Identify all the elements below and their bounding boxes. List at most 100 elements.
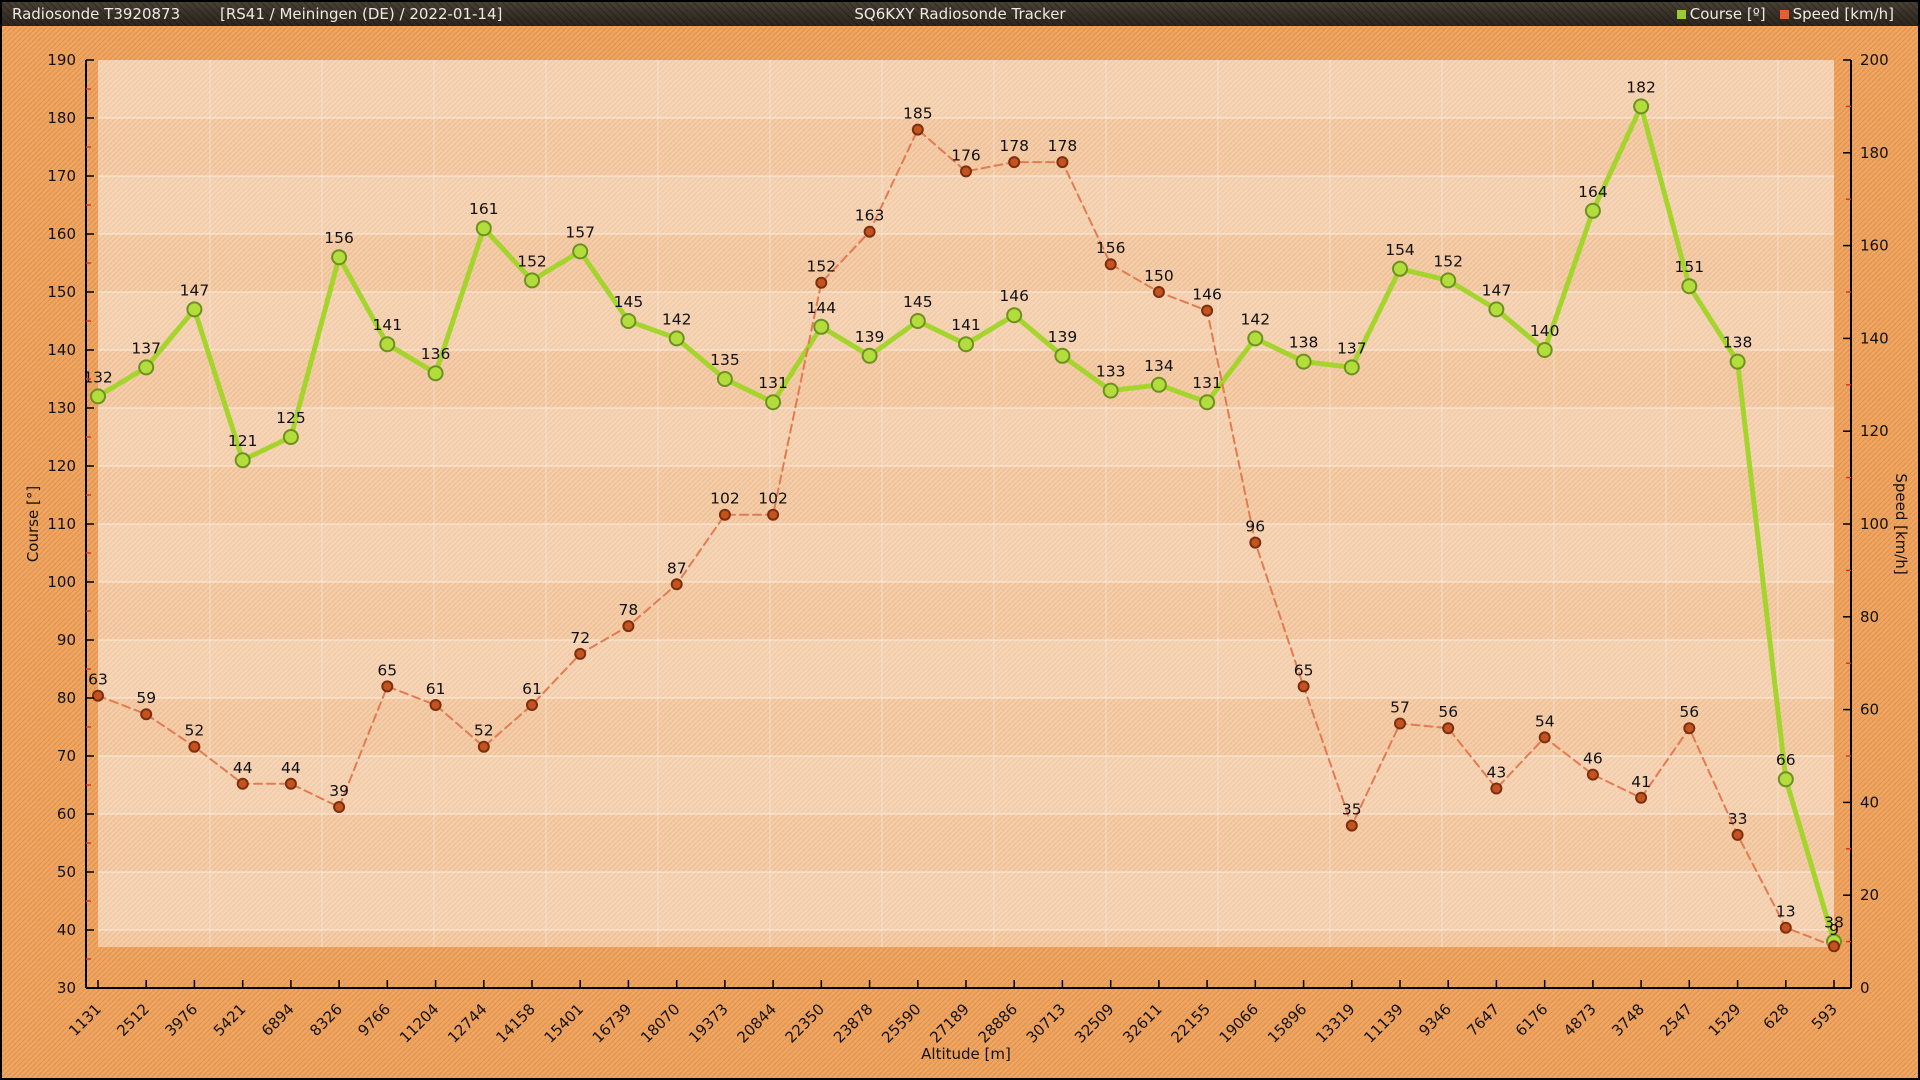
speed-series-point <box>1297 680 1310 693</box>
x-axis-title: Altitude [m] <box>921 1045 1011 1063</box>
speed-series-point <box>333 801 346 813</box>
svg-text:63: 63 <box>88 671 108 689</box>
course-series-labels: 1321371471211251561411361611521571451421… <box>83 78 1844 931</box>
svg-text:140: 140 <box>1860 329 1889 347</box>
svg-text:176: 176 <box>951 146 981 164</box>
title-bar: Radiosonde T3920873 [RS41 / Meiningen (D… <box>2 2 1918 26</box>
course-series-point <box>1295 353 1312 370</box>
svg-text:157: 157 <box>565 223 595 241</box>
svg-text:41: 41 <box>1631 773 1651 791</box>
speed-series-point <box>911 123 924 136</box>
speed-series-point <box>1249 536 1262 549</box>
svg-text:9: 9 <box>1829 921 1839 939</box>
svg-text:56: 56 <box>1679 703 1699 721</box>
svg-text:141: 141 <box>951 316 981 334</box>
course-series-point <box>1488 301 1505 318</box>
svg-text:44: 44 <box>233 759 253 777</box>
svg-text:132: 132 <box>83 368 113 386</box>
svg-text:52: 52 <box>474 722 494 740</box>
legend-item-speed: Speed [km/h] <box>1779 2 1894 26</box>
svg-text:50: 50 <box>57 863 76 881</box>
svg-text:151: 151 <box>1675 258 1705 276</box>
svg-text:43: 43 <box>1487 764 1507 782</box>
speed-series-point <box>960 165 972 178</box>
course-series-point <box>234 452 251 469</box>
svg-text:61: 61 <box>426 680 446 698</box>
legend-course-label: Course [º] <box>1689 5 1766 23</box>
station-id: Radiosonde T3920873 <box>12 5 181 23</box>
speed-series-point <box>1635 791 1648 804</box>
svg-text:178: 178 <box>999 137 1029 155</box>
speed-series-point <box>381 680 394 693</box>
svg-text:46: 46 <box>1583 750 1603 768</box>
course-series-point <box>572 243 589 260</box>
svg-text:156: 156 <box>324 229 354 247</box>
svg-text:156: 156 <box>1096 239 1126 257</box>
speed-series-point <box>284 777 297 790</box>
course-series-point <box>427 365 444 382</box>
svg-text:142: 142 <box>662 310 692 328</box>
svg-text:90: 90 <box>57 631 76 649</box>
svg-text:138: 138 <box>1723 334 1753 352</box>
svg-text:145: 145 <box>614 293 644 311</box>
svg-text:134: 134 <box>1144 357 1174 375</box>
svg-text:70: 70 <box>57 747 76 765</box>
svg-text:110: 110 <box>47 515 76 533</box>
svg-text:136: 136 <box>421 345 451 363</box>
svg-text:138: 138 <box>1289 334 1319 352</box>
course-series-point <box>379 336 396 353</box>
svg-text:40: 40 <box>1860 793 1879 811</box>
svg-text:66: 66 <box>1776 751 1796 769</box>
course-series-point <box>909 313 926 329</box>
svg-text:100: 100 <box>1860 515 1889 533</box>
speed-series-point <box>477 740 490 753</box>
speed-series-point <box>1152 286 1165 298</box>
svg-text:160: 160 <box>47 225 76 243</box>
svg-text:102: 102 <box>710 490 740 508</box>
course-series-point <box>1633 98 1650 115</box>
svg-text:144: 144 <box>807 299 837 317</box>
speed-series-point <box>429 699 442 711</box>
svg-text:141: 141 <box>373 316 403 334</box>
speed-series-point <box>767 508 780 521</box>
svg-text:152: 152 <box>1433 252 1463 270</box>
svg-text:65: 65 <box>377 661 397 679</box>
svg-text:121: 121 <box>228 432 258 450</box>
course-series-point <box>331 249 348 266</box>
speed-swatch-icon <box>1779 9 1789 19</box>
svg-text:54: 54 <box>1535 712 1555 730</box>
svg-text:20: 20 <box>1860 886 1879 904</box>
svg-text:200: 200 <box>1860 51 1889 69</box>
course-series-point <box>1729 353 1746 370</box>
svg-text:87: 87 <box>667 559 687 577</box>
svg-text:161: 161 <box>469 200 499 218</box>
svg-text:96: 96 <box>1245 518 1265 536</box>
svg-text:61: 61 <box>522 680 542 698</box>
course-series-point <box>1054 347 1071 364</box>
svg-text:146: 146 <box>999 287 1029 305</box>
speed-series-point <box>1586 768 1599 781</box>
speed-series-point <box>1104 258 1117 271</box>
course-series-point <box>1343 359 1360 376</box>
course-series-point <box>620 313 637 329</box>
chart-legend: Course [º] Speed [km/h] <box>1676 2 1894 26</box>
course-series-point <box>186 301 203 318</box>
svg-text:78: 78 <box>619 601 639 619</box>
svg-text:0: 0 <box>1860 979 1870 997</box>
svg-text:72: 72 <box>570 629 590 647</box>
svg-text:131: 131 <box>1192 374 1222 392</box>
svg-text:139: 139 <box>855 328 885 346</box>
svg-text:38: 38 <box>1824 914 1844 932</box>
speed-series-point <box>622 620 635 633</box>
course-series-point <box>1777 771 1794 788</box>
svg-text:100: 100 <box>47 573 76 591</box>
svg-text:137: 137 <box>1337 339 1367 357</box>
legend-speed-label: Speed [km/h] <box>1792 5 1894 23</box>
course-series-point <box>1392 260 1408 277</box>
speed-series-point <box>1779 921 1792 934</box>
svg-text:39: 39 <box>329 782 349 800</box>
speed-series <box>92 123 1840 953</box>
svg-text:65: 65 <box>1294 661 1314 679</box>
flight-info: [RS41 / Meiningen (DE) / 2022-01-14] <box>220 5 503 23</box>
